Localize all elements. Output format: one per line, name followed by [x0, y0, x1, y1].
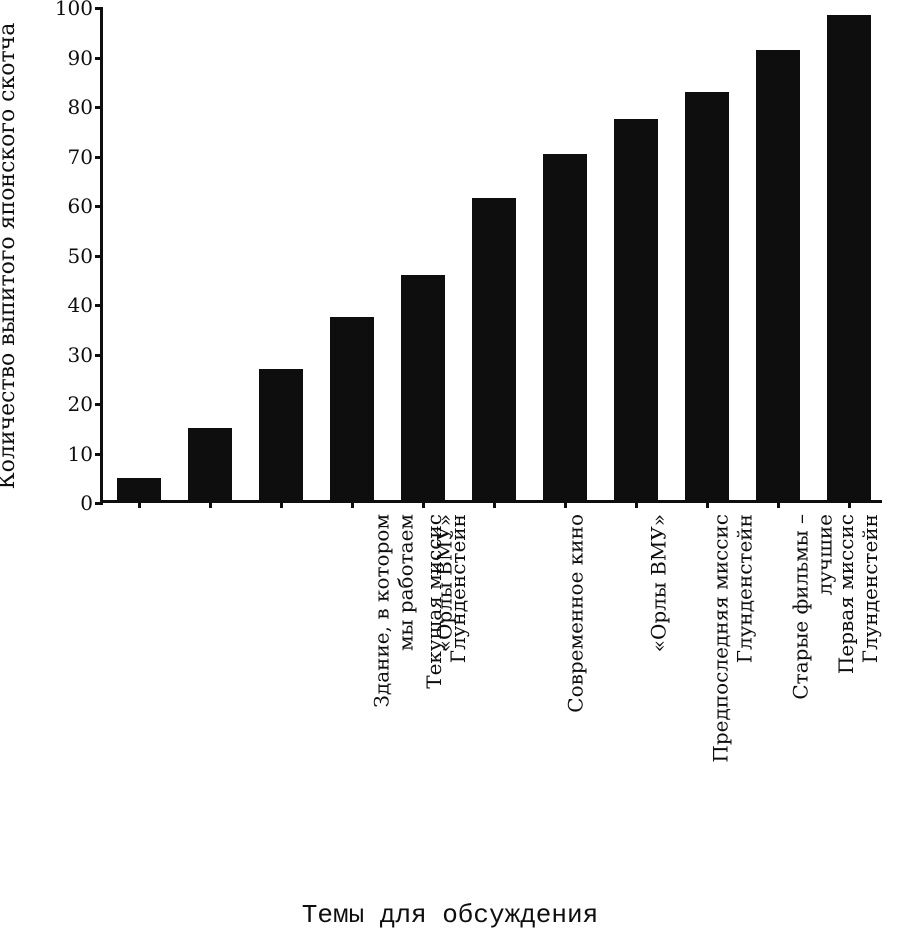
- y-axis-title: Количество выпитого японского скотча: [0, 22, 20, 489]
- bar: [756, 50, 800, 500]
- x-tick-label: Современное кино: [564, 500, 588, 713]
- x-tick-label: «Орлы ВМУ»: [433, 500, 457, 652]
- bar: [472, 198, 516, 500]
- bar: [543, 154, 587, 501]
- bar: [827, 15, 871, 500]
- y-tick-label: 30: [68, 343, 103, 367]
- x-tick: [777, 500, 780, 508]
- y-tick-label: 50: [68, 244, 103, 268]
- x-tick-label: «Орлы ВМУ»: [646, 500, 670, 652]
- x-tick: [635, 500, 638, 508]
- bar: [188, 428, 232, 500]
- y-tick-label: 90: [68, 46, 103, 70]
- x-tick: [706, 500, 709, 508]
- bar: [614, 119, 658, 500]
- bars-layer: [103, 8, 882, 500]
- bar-chart: 0 10 20 30 40 50 60 70 80 90 100 Здание, в котором …: [0, 0, 900, 935]
- bar: [330, 317, 374, 500]
- x-tick-label: Предпоследняя миссис Глунденстейн: [709, 500, 757, 763]
- x-tick: [422, 500, 425, 508]
- x-tick-label: Старые фильмы – лучшие: [788, 500, 836, 700]
- y-tick-label: 60: [68, 194, 103, 218]
- bar: [117, 478, 161, 500]
- bar: [685, 92, 729, 500]
- plot-area: 0102030405060708090100Здание, в котором …: [100, 8, 882, 503]
- x-tick-label: Первая миссис Глунденстейн: [834, 500, 882, 674]
- x-tick: [493, 500, 496, 508]
- x-axis-title: Темы для обсуждения: [0, 900, 900, 930]
- y-tick-label: 20: [68, 392, 103, 416]
- x-tick: [138, 500, 141, 508]
- bar: [401, 275, 445, 500]
- y-tick-label: 70: [68, 145, 103, 169]
- x-tick: [209, 500, 212, 508]
- y-tick-label: 40: [68, 293, 103, 317]
- y-tick-label: 80: [68, 95, 103, 119]
- y-tick-label: 0: [80, 491, 103, 515]
- y-tick-label: 10: [68, 442, 103, 466]
- y-tick-label: 100: [55, 0, 103, 20]
- x-tick: [351, 500, 354, 508]
- bar: [259, 369, 303, 500]
- x-tick: [564, 500, 567, 508]
- x-tick: [848, 500, 851, 508]
- x-tick-label: Здание, в котором мы работаем: [370, 500, 418, 708]
- x-tick: [280, 500, 283, 508]
